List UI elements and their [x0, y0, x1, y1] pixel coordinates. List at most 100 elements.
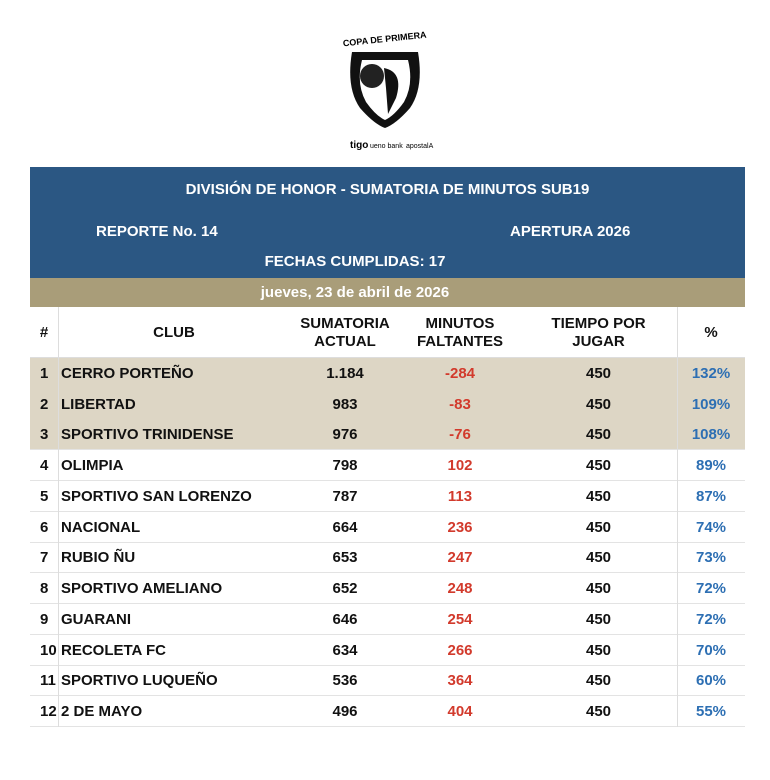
percent: 87%	[695, 487, 727, 505]
remaining: 236	[447, 518, 473, 536]
column-header-text: #	[39, 323, 49, 341]
to-play: 450	[585, 549, 612, 567]
table-row	[30, 511, 745, 543]
table-row	[30, 696, 745, 727]
club: SPORTIVO SAN LORENZO	[61, 487, 252, 505]
table-row	[30, 634, 745, 666]
to-play: 450	[585, 518, 612, 536]
column-divider	[58, 307, 59, 727]
percent: 72%	[695, 580, 727, 598]
to-play: 450	[585, 457, 612, 475]
percent: 132%	[691, 364, 731, 382]
remaining: 102	[447, 457, 473, 475]
rank: 11	[40, 672, 56, 690]
percent: 55%	[695, 703, 727, 721]
column-header-text: CLUB	[153, 323, 195, 341]
tournament: APERTURA 2026	[510, 223, 631, 240]
column-header: %	[677, 307, 745, 358]
table-row	[30, 450, 745, 481]
sponsor: apostalA	[406, 143, 434, 150]
to-play: 450	[585, 703, 612, 721]
column-header-text: SUMATORIA ACTUAL	[300, 314, 390, 350]
to-play: 450	[585, 610, 612, 628]
percent: 108%	[691, 426, 731, 444]
rank: 6	[40, 518, 49, 536]
rank: 10	[40, 641, 57, 659]
sum: 646	[332, 610, 358, 628]
percent: 73%	[695, 549, 727, 567]
rank: 12	[40, 703, 57, 721]
club: SPORTIVO LUQUEÑO	[61, 672, 218, 690]
percent: 109%	[691, 395, 731, 413]
logo: COPA DE PRIMERA tigo ueno bank apostalA	[342, 30, 434, 151]
sum: 976	[332, 426, 358, 444]
column-header-text: MINUTOS FALTANTES	[416, 314, 504, 350]
club: RUBIO ÑU	[61, 549, 136, 567]
club: RECOLETA FC	[61, 641, 166, 659]
header-divider	[30, 357, 745, 358]
to-play: 450	[585, 364, 612, 382]
remaining: 266	[447, 641, 473, 659]
sum: 496	[332, 703, 358, 721]
percent: 70%	[695, 641, 727, 659]
club: CERRO PORTEÑO	[61, 364, 194, 382]
remaining: 404	[447, 703, 473, 721]
sum: 634	[332, 641, 358, 659]
to-play: 450	[585, 426, 612, 444]
club: OLIMPIA	[61, 457, 124, 475]
to-play: 450	[585, 672, 612, 690]
remaining: -83	[449, 395, 471, 413]
percent: 72%	[695, 610, 727, 628]
table-row	[30, 358, 745, 389]
percent: 89%	[695, 457, 727, 475]
table-row	[30, 419, 745, 451]
club: 2 DE MAYO	[61, 703, 143, 721]
club: SPORTIVO AMELIANO	[61, 580, 223, 598]
club: LIBERTAD	[61, 395, 136, 413]
matchdays: FECHAS CUMPLIDAS: 17	[264, 253, 446, 270]
remaining: 247	[447, 549, 473, 567]
remaining: 113	[447, 487, 473, 505]
to-play: 450	[585, 487, 612, 505]
rank: 2	[40, 395, 49, 413]
sum: 664	[332, 518, 358, 536]
column-header-text: TIEMPO POR JUGAR	[551, 314, 646, 350]
sum: 983	[332, 395, 358, 413]
column-header: MINUTOS FALTANTES	[400, 307, 520, 358]
sum: 652	[332, 580, 358, 598]
logo-title: COPA DE PRIMERA	[342, 30, 427, 49]
sum: 536	[332, 672, 358, 690]
table-row	[30, 542, 745, 574]
remaining: 248	[447, 580, 473, 598]
rank: 9	[40, 610, 49, 628]
column-divider	[677, 307, 678, 727]
table-row	[30, 665, 745, 697]
date: jueves, 23 de abril de 2026	[260, 284, 450, 301]
to-play: 450	[585, 395, 612, 413]
rank: 3	[40, 426, 49, 444]
to-play: 450	[585, 641, 612, 659]
header-title: DIVISIÓN DE HONOR - SUMATORIA DE MINUTOS…	[185, 181, 590, 198]
rank: 5	[40, 487, 49, 505]
date-band: jueves, 23 de abril de 2026	[30, 278, 745, 307]
remaining: -76	[449, 426, 471, 444]
sum: 1.184	[326, 364, 364, 382]
rank: 8	[40, 580, 49, 598]
club: NACIONAL	[61, 518, 141, 536]
column-header-text: %	[704, 323, 718, 341]
report: REPORTE No. 14	[96, 223, 218, 240]
rank: 1	[40, 364, 49, 382]
sponsor: tigo	[350, 140, 368, 151]
table-row	[30, 388, 745, 420]
sponsor: ueno bank	[370, 143, 403, 150]
table-row	[30, 604, 745, 635]
remaining: -284	[444, 364, 476, 382]
sum: 787	[332, 487, 358, 505]
remaining: 254	[447, 610, 473, 628]
column-header: #	[30, 307, 58, 358]
rank: 7	[40, 549, 49, 567]
column-header: TIEMPO POR JUGAR	[520, 307, 677, 358]
club: SPORTIVO TRINIDENSE	[61, 426, 234, 444]
to-play: 450	[585, 580, 612, 598]
